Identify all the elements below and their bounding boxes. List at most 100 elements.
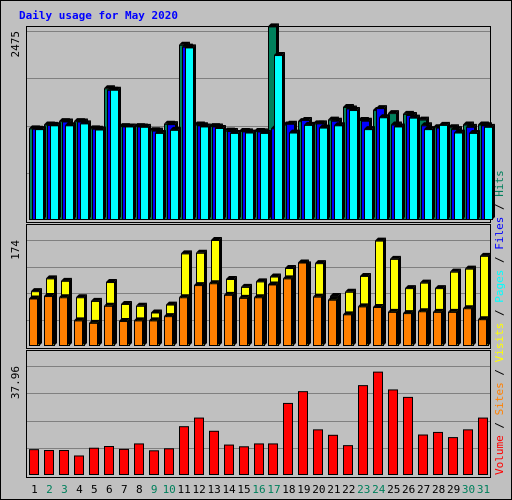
bar-sites-day-1: [29, 295, 40, 346]
bar-face: [334, 125, 343, 220]
bar-face: [343, 445, 353, 476]
bar-top: [31, 288, 42, 292]
bar-face: [313, 296, 322, 347]
bar-face: [35, 129, 44, 220]
bar-top: [283, 275, 294, 279]
bar-top: [62, 118, 73, 122]
legend-separator: /: [493, 362, 506, 382]
bar-pages-day-1: [35, 126, 46, 220]
bar-face: [164, 448, 174, 475]
bar-face: [44, 450, 54, 475]
bar-volume-day-5: [89, 447, 99, 475]
day-label-9: 9: [151, 483, 158, 496]
day-label-28: 28: [432, 483, 445, 496]
bar-pages-day-19: [304, 121, 315, 220]
bar-top: [315, 260, 326, 264]
bar-sites-day-24: [373, 304, 384, 347]
chart-title: Daily usage for May 2020: [19, 9, 178, 22]
bar-top: [424, 126, 435, 130]
bar-face: [194, 285, 203, 347]
bar-top: [211, 237, 222, 240]
day-label-25: 25: [387, 483, 400, 496]
bar-top: [74, 317, 85, 321]
bar-top: [466, 123, 477, 127]
panel-hits-pages-files: 2475: [9, 23, 495, 223]
bar-top: [388, 110, 399, 114]
day-label-15: 15: [237, 483, 250, 496]
bar-top: [110, 86, 121, 90]
bar-face: [328, 434, 338, 475]
day-label-26: 26: [402, 483, 415, 496]
bar-top: [375, 237, 386, 241]
bar-face: [104, 305, 113, 346]
bar-top: [166, 301, 177, 305]
bar-top: [106, 279, 117, 283]
bar-face: [388, 311, 397, 347]
day-label-31: 31: [477, 483, 490, 496]
legend-separator: /: [493, 250, 506, 270]
bar-pages-day-29: [454, 129, 465, 220]
bar-face: [298, 391, 308, 475]
bar-top: [433, 308, 444, 312]
legend-item-hits: Hits: [493, 170, 506, 197]
bar-volume-day-17: [268, 443, 278, 476]
bar-face: [134, 320, 143, 346]
bar-top: [181, 250, 192, 254]
bar-pages-day-27: [424, 126, 435, 220]
bar-visits-day-25: [390, 255, 401, 347]
legend-item-files: Files: [493, 217, 506, 250]
bar-face: [373, 371, 383, 475]
day-label-6: 6: [106, 483, 113, 496]
bar-top: [170, 126, 181, 130]
bar-pages-day-10: [170, 126, 181, 221]
bar-volume-day-31: [478, 417, 488, 476]
bar-top: [360, 272, 371, 276]
bar-top: [29, 295, 40, 299]
day-label-5: 5: [91, 483, 98, 496]
bar-top: [274, 52, 285, 56]
bar-face: [283, 278, 292, 346]
bar-volume-day-29: [448, 437, 458, 476]
bar-top: [319, 124, 330, 128]
bar-face: [433, 431, 443, 475]
bar-sites-day-6: [104, 302, 115, 346]
bar-pages-day-13: [215, 124, 226, 220]
bar-face: [298, 262, 307, 346]
legend-text: Volume / Sites / Visits / Pages / Files …: [493, 170, 506, 475]
legend-separator: /: [493, 303, 506, 323]
bar-volume-day-7: [119, 448, 129, 476]
bar-pages-day-3: [65, 122, 76, 220]
bar-pages-day-23: [364, 126, 375, 220]
bar-sites-day-18: [283, 275, 294, 346]
bar-face: [140, 126, 149, 220]
bar-top: [136, 302, 147, 306]
bar-sites-day-2: [44, 293, 55, 347]
bar-top: [313, 293, 324, 297]
day-label-20: 20: [312, 483, 325, 496]
bar-face: [230, 132, 239, 220]
bar-face: [388, 389, 398, 475]
bar-volume-day-30: [463, 429, 473, 476]
bar-sites-day-29: [448, 308, 459, 347]
bar-pages-day-2: [50, 122, 61, 220]
panel-visits-sites: 174: [9, 224, 491, 349]
day-label-2: 2: [46, 483, 53, 496]
bar-face: [268, 443, 278, 476]
day-label-16: 16: [252, 483, 265, 496]
bar-pages-day-4: [80, 120, 91, 220]
day-label-1: 1: [31, 483, 38, 496]
bar-top: [358, 303, 369, 307]
bar-sites-day-26: [403, 310, 414, 347]
bar-top: [121, 300, 132, 304]
bar-face: [149, 450, 159, 475]
bar-top: [418, 116, 429, 120]
bar-pages-day-30: [469, 129, 480, 220]
bar-pages-day-24: [379, 114, 390, 220]
bar-face: [110, 89, 119, 220]
bar-face: [478, 417, 488, 476]
bar-face: [454, 132, 463, 220]
bar-top: [152, 127, 163, 131]
bar-top: [151, 309, 162, 313]
